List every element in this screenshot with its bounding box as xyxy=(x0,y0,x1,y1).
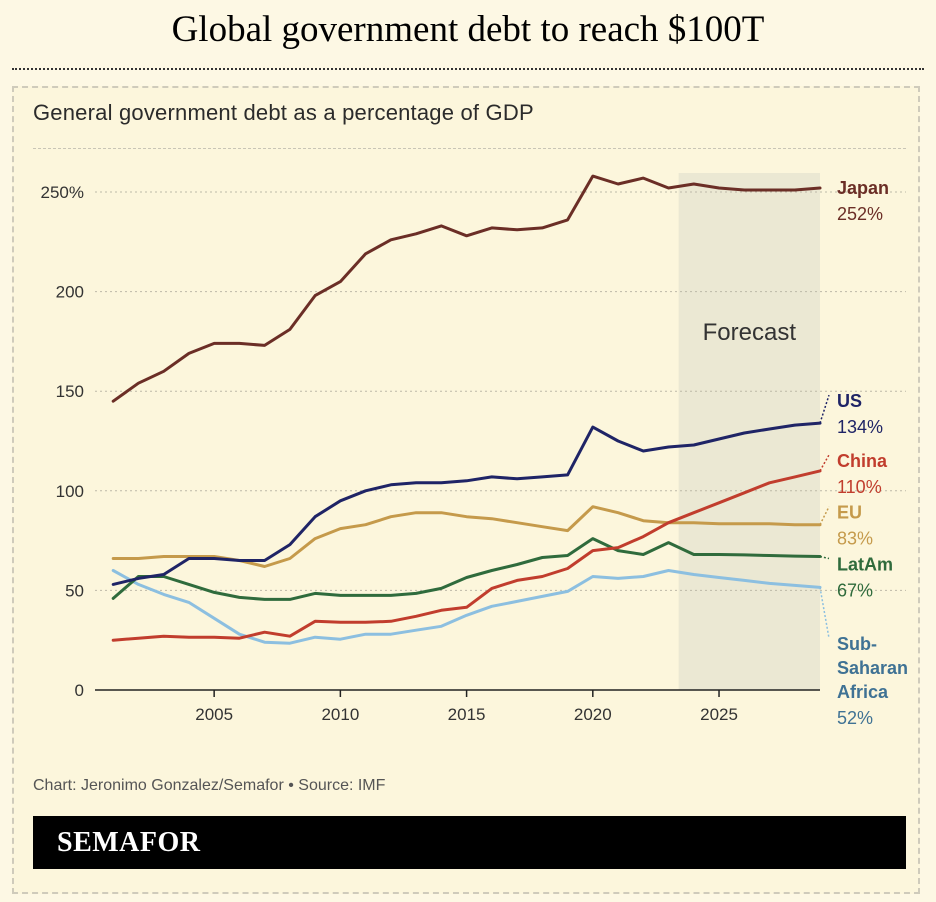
leader-line-latam xyxy=(819,555,830,560)
y-tick-label: 150 xyxy=(56,382,84,401)
y-tick-label: 200 xyxy=(56,283,84,302)
series-label-us: US xyxy=(837,391,862,411)
brand-logo: SEMAFOR xyxy=(57,827,201,858)
title-divider xyxy=(12,68,924,70)
x-tick-label: 2010 xyxy=(321,705,359,724)
x-tick-label: 2005 xyxy=(195,705,233,724)
series-line-china xyxy=(111,469,822,642)
page-title: Global government debt to reach $100T xyxy=(171,9,765,50)
series-line-japan xyxy=(111,174,822,403)
leader-line-sub-saharan-africa xyxy=(819,587,830,639)
x-tick-label: 2015 xyxy=(448,705,486,724)
series-label-japan: Japan xyxy=(837,178,889,198)
y-tick-label: 0 xyxy=(75,681,84,700)
y-tick-label: 50 xyxy=(65,581,84,600)
series-label-china: China xyxy=(837,451,888,471)
series-label-sub-saharan-africa: Sub- xyxy=(837,634,877,654)
x-tick-label: 2025 xyxy=(700,705,738,724)
series-label-sub-saharan-africa: Africa xyxy=(837,682,889,702)
leader-line-china xyxy=(819,454,830,472)
series-value-eu: 83% xyxy=(837,529,873,549)
series-line-us xyxy=(111,421,822,586)
series-label-latam: LatAm xyxy=(837,555,893,575)
series-value-us: 134% xyxy=(837,417,883,437)
leader-line-us xyxy=(819,394,830,424)
series-value-japan: 252% xyxy=(837,204,883,224)
series-label-eu: EU xyxy=(837,503,862,523)
x-tick-label: 2020 xyxy=(574,705,612,724)
series-value-china: 110% xyxy=(837,477,882,497)
chart-title: General government debt as a percentage … xyxy=(33,100,534,125)
forecast-label: Forecast xyxy=(703,319,797,346)
brand-bar: SEMAFOR xyxy=(33,816,906,869)
series-line-sub-saharan-africa xyxy=(111,569,822,645)
series-label-sub-saharan-africa: Saharan xyxy=(837,658,908,678)
leader-line-eu xyxy=(819,506,830,526)
line-chart: Forecast 0 50 100 150 200 250% 2005 2010 2015 2020… xyxy=(41,173,908,728)
chart-title-divider xyxy=(33,148,906,149)
series-value-sub-saharan-africa: 52% xyxy=(837,708,873,728)
chart-credit: Chart: Jeronimo Gonzalez/Semafor • Sourc… xyxy=(33,777,386,794)
y-tick-label: 250% xyxy=(41,183,84,202)
y-tick-label: 100 xyxy=(56,482,84,501)
series-value-latam: 67% xyxy=(837,581,873,601)
series-line-latam xyxy=(111,537,822,601)
